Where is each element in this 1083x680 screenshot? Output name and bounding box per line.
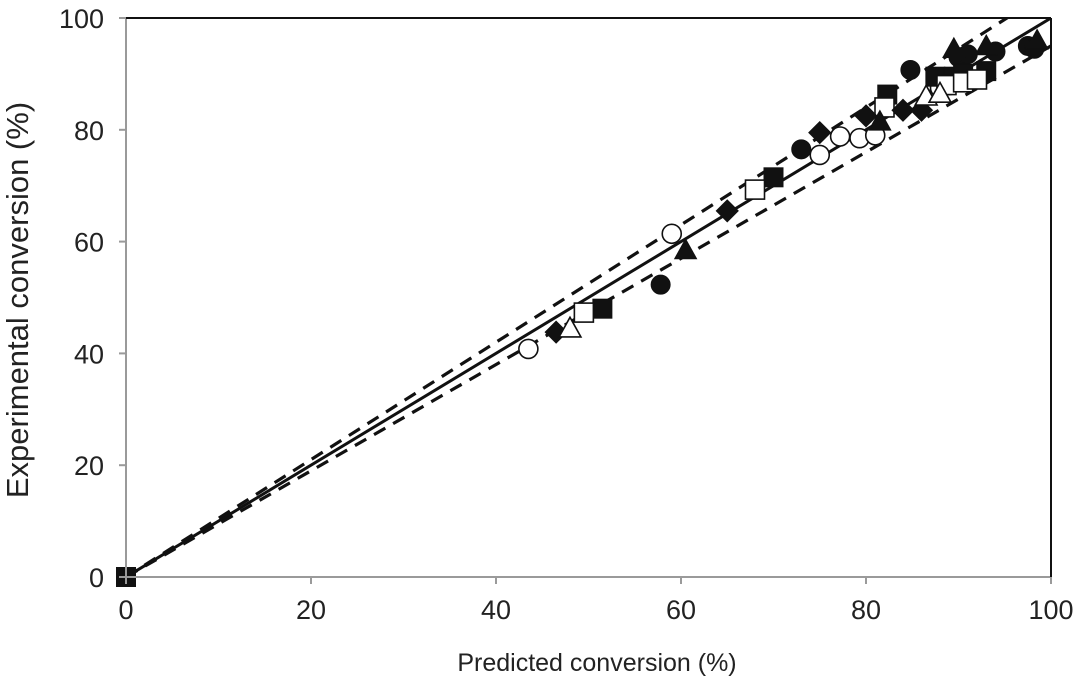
- data-point-open-circle: [829, 126, 851, 147]
- x-tick-label: 60: [666, 595, 696, 625]
- data-point-open-square: [744, 179, 766, 200]
- axes: [119, 17, 1052, 584]
- y-tick-label: 80: [74, 116, 104, 146]
- data-point-filled-square: [763, 167, 784, 188]
- y-axis-label: Experimental conversion (%): [0, 102, 35, 498]
- x-tick-label: 80: [851, 595, 881, 625]
- series-filled-diamond: [544, 98, 934, 344]
- data-point-filled-square: [592, 298, 613, 319]
- y-tick-label: 0: [89, 563, 104, 593]
- bound-line-1: [126, 18, 1010, 577]
- data-point-open-circle: [809, 144, 831, 166]
- data-point-open-triangle: [927, 80, 953, 104]
- data-point-filled-triangle: [942, 36, 966, 58]
- data-point-open-triangle: [557, 315, 583, 338]
- x-tick-label: 20: [296, 595, 326, 625]
- data-point-filled-triangle: [974, 33, 999, 56]
- data-point-open-square: [573, 302, 595, 323]
- data-point-filled-diamond: [909, 98, 934, 122]
- x-tick-label: 100: [1028, 595, 1073, 625]
- y-tick-label: 40: [74, 339, 104, 369]
- y-tick-label: 60: [74, 228, 104, 258]
- y-tick-label: 20: [74, 451, 104, 481]
- series-filled-triangle: [673, 28, 1049, 260]
- x-axis-label: Predicted conversion (%): [457, 649, 736, 677]
- y-tick-label: 100: [59, 4, 104, 34]
- data-point-filled-diamond: [854, 104, 878, 128]
- data-point-filled-diamond: [715, 199, 739, 223]
- data-markers: [116, 28, 1049, 587]
- reference-lines: [126, 18, 1051, 577]
- data-point-filled-diamond: [808, 120, 832, 145]
- data-point-open-circle: [661, 223, 683, 245]
- data-point-filled-diamond: [891, 98, 915, 122]
- identity-line: [126, 18, 1051, 577]
- data-point-filled-circle: [900, 59, 921, 80]
- data-point-filled-triangle: [1025, 28, 1049, 50]
- data-point-filled-triangle: [868, 109, 892, 131]
- series-open-triangle: [557, 80, 953, 338]
- data-point-open-square: [966, 69, 988, 90]
- x-tick-label: 0: [118, 595, 133, 625]
- data-point-filled-circle: [650, 274, 671, 295]
- tick-labels: 0 20 40 60 80 100 0 20 40 60 80 100: [59, 4, 1074, 625]
- data-point-open-circle: [518, 338, 539, 360]
- data-point-filled-triangle: [673, 238, 698, 260]
- data-point-filled-circle: [791, 139, 812, 160]
- x-tick-label: 40: [481, 595, 511, 625]
